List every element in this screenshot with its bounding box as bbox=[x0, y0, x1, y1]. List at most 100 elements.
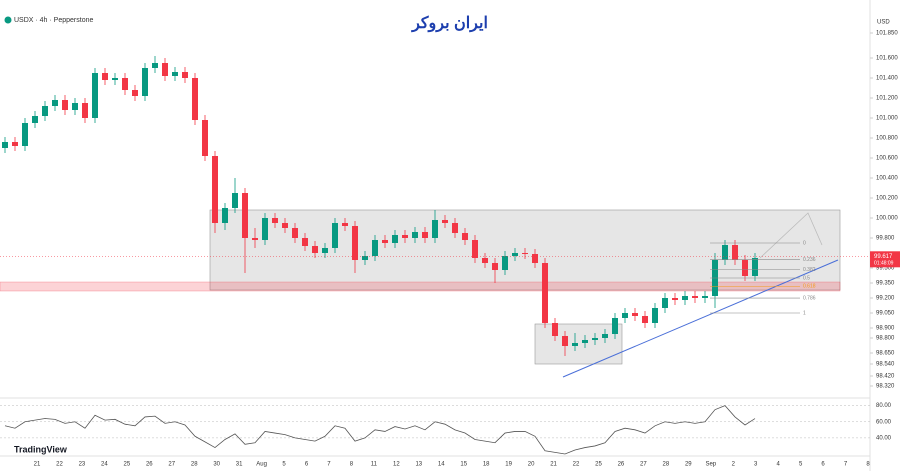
candle-body bbox=[752, 258, 758, 276]
candle-body bbox=[62, 100, 68, 110]
candle-body bbox=[72, 103, 78, 110]
brand-logo: ایران بروکر bbox=[411, 15, 488, 33]
y-tick-label: 99.500 bbox=[876, 266, 895, 272]
candle-body bbox=[732, 245, 738, 260]
x-tick-label: 27 bbox=[168, 462, 175, 468]
last-price-label: 99.617 bbox=[874, 254, 893, 260]
candle-body bbox=[632, 313, 638, 316]
candle-body bbox=[722, 245, 728, 260]
candle-body bbox=[392, 235, 398, 243]
last-price-tag bbox=[870, 251, 900, 268]
candle-body bbox=[382, 240, 388, 243]
candle-body bbox=[342, 223, 348, 226]
candle-body bbox=[512, 253, 518, 256]
candle-body bbox=[522, 253, 528, 254]
x-tick-label: 31 bbox=[236, 462, 243, 468]
y-tick-label: 100.800 bbox=[876, 136, 898, 142]
x-tick-label: 28 bbox=[191, 462, 198, 468]
fib-label: 0.5 bbox=[803, 275, 810, 281]
candle-body bbox=[182, 72, 188, 78]
candle-body bbox=[412, 232, 418, 238]
candle-body bbox=[132, 90, 138, 96]
x-tick-label: 29 bbox=[685, 462, 692, 468]
y-tick-label: 99.350 bbox=[876, 281, 895, 287]
y-tick-label: 98.540 bbox=[876, 362, 895, 368]
x-tick-label: 6 bbox=[305, 462, 309, 468]
candle-body bbox=[322, 248, 328, 253]
candle-body bbox=[462, 233, 468, 240]
x-tick-label: 27 bbox=[640, 462, 647, 468]
candle-body bbox=[82, 103, 88, 118]
x-tick-label: 25 bbox=[595, 462, 602, 468]
candle-body bbox=[362, 256, 368, 260]
y-tick-label: 101.400 bbox=[876, 76, 898, 82]
candle-body bbox=[282, 223, 288, 228]
symbol-title[interactable]: USDX · 4h · Pepperstone bbox=[14, 17, 93, 24]
candle-body bbox=[582, 340, 588, 343]
candle-body bbox=[422, 232, 428, 238]
candle-body bbox=[192, 78, 198, 120]
y-tick-label: 101.850 bbox=[876, 31, 898, 37]
candle-body bbox=[122, 78, 128, 90]
y-tick-label: 98.800 bbox=[876, 336, 895, 342]
candle-body bbox=[662, 298, 668, 308]
candle-body bbox=[562, 336, 568, 346]
candle-body bbox=[402, 235, 408, 238]
candle-body bbox=[682, 296, 688, 300]
candle-body bbox=[622, 313, 628, 318]
candle-body bbox=[242, 193, 248, 238]
candle-body bbox=[642, 316, 648, 323]
x-tick-label: 19 bbox=[505, 462, 512, 468]
candle-body bbox=[602, 334, 608, 338]
candle-body bbox=[52, 100, 58, 106]
x-tick-label: 7 bbox=[327, 462, 331, 468]
candle-body bbox=[162, 63, 168, 76]
candle-body bbox=[92, 73, 98, 118]
y-tick-label: 98.650 bbox=[876, 351, 895, 357]
candle-body bbox=[212, 156, 218, 223]
x-tick-label: 5 bbox=[282, 462, 286, 468]
candle-body bbox=[112, 78, 118, 80]
x-tick-label: 11 bbox=[371, 462, 378, 468]
candle-body bbox=[142, 68, 148, 96]
candle-body bbox=[202, 120, 208, 156]
y-tick-label: 99.800 bbox=[876, 236, 895, 242]
resistance-zone bbox=[0, 281, 841, 292]
y-tick-label: 99.050 bbox=[876, 311, 895, 317]
x-tick-label: 30 bbox=[213, 462, 220, 468]
fib-label: 0.618 bbox=[803, 284, 816, 290]
candle-body bbox=[152, 63, 158, 68]
currency: USD bbox=[877, 20, 890, 26]
x-tick-label: 5 bbox=[799, 462, 803, 468]
y-tick-label: 98.900 bbox=[876, 326, 895, 332]
candle-body bbox=[32, 116, 38, 123]
candle-body bbox=[592, 338, 598, 340]
x-tick-label: 13 bbox=[415, 462, 422, 468]
x-tick-label: 22 bbox=[573, 462, 580, 468]
candle-body bbox=[442, 220, 448, 223]
x-tick-label: 21 bbox=[34, 462, 41, 468]
x-tick-label: Aug bbox=[256, 462, 267, 468]
candle-body bbox=[612, 318, 618, 334]
candle-body bbox=[742, 260, 748, 276]
candle-body bbox=[542, 263, 548, 323]
y-tick-label: 98.320 bbox=[876, 384, 895, 390]
fib-label: 0 bbox=[803, 240, 806, 246]
x-tick-label: 6 bbox=[821, 462, 825, 468]
y-tick-label: 100.000 bbox=[876, 216, 898, 222]
candle-body bbox=[452, 223, 458, 233]
candle-body bbox=[472, 240, 478, 258]
candle-body bbox=[672, 298, 678, 300]
candle-body bbox=[532, 254, 538, 263]
candle-body bbox=[262, 218, 268, 240]
rsi-tick-label: 60.00 bbox=[876, 419, 892, 425]
y-tick-label: 101.600 bbox=[876, 56, 898, 62]
x-tick-label: 24 bbox=[101, 462, 108, 468]
x-tick-label: 26 bbox=[146, 462, 153, 468]
x-tick-label: 26 bbox=[618, 462, 625, 468]
fib-label: 0.786 bbox=[803, 295, 816, 301]
countdown: 01:48:09 bbox=[874, 261, 894, 267]
candle-body bbox=[432, 220, 438, 238]
